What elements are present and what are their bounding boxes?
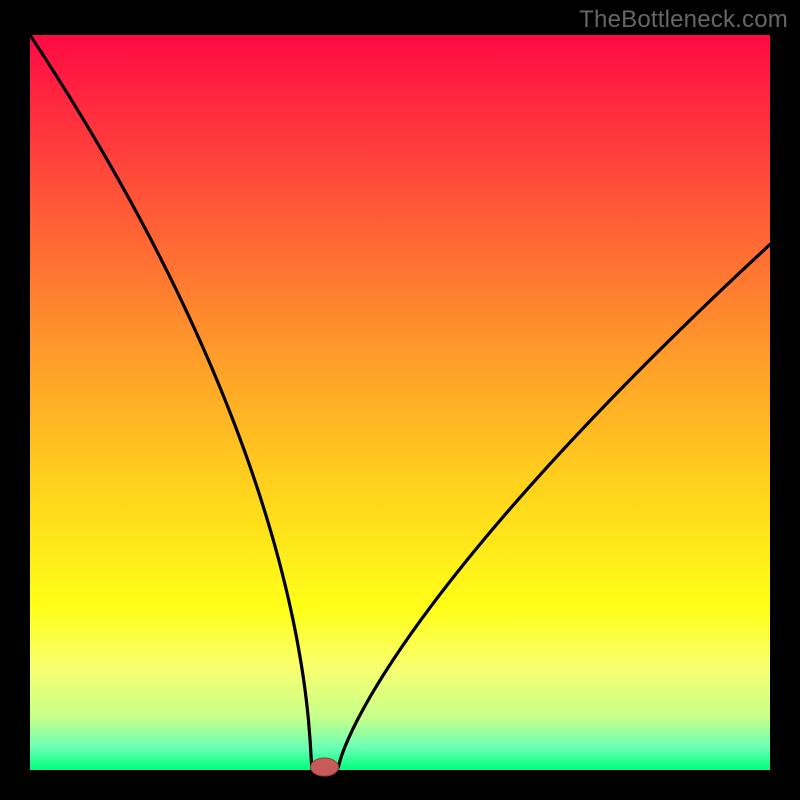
watermark-text: TheBottleneck.com bbox=[579, 6, 788, 34]
optimum-marker bbox=[311, 758, 339, 776]
bottleneck-chart bbox=[0, 0, 800, 800]
chart-container: TheBottleneck.com bbox=[0, 0, 800, 800]
